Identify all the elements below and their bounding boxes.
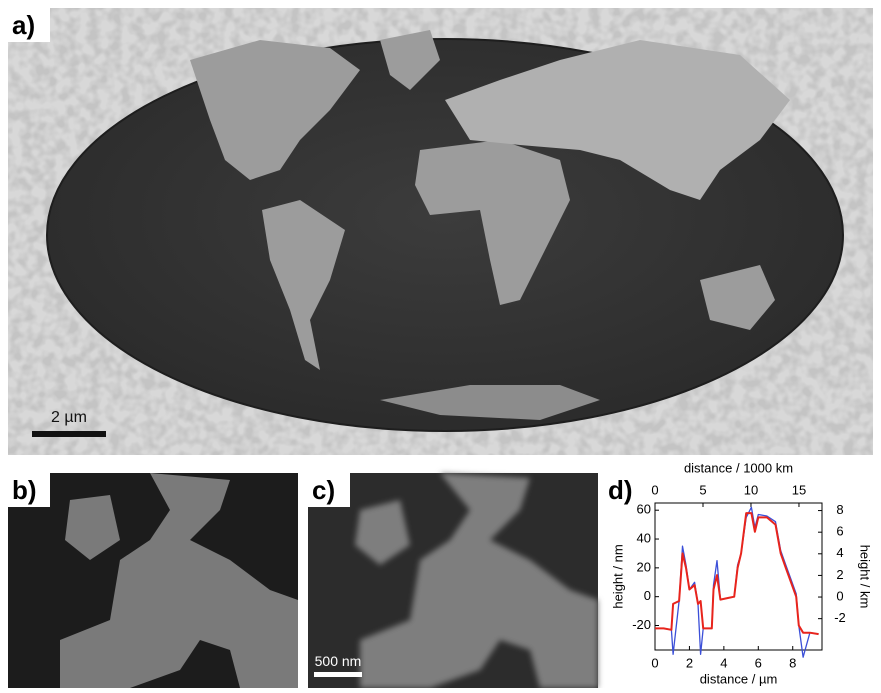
- label-box: [8, 8, 50, 42]
- continents: [190, 30, 790, 420]
- y2-tick-label: 2: [836, 567, 843, 582]
- scale-bar: [314, 672, 362, 677]
- greenland: [380, 30, 440, 90]
- x-tick-label: 6: [755, 655, 762, 670]
- y2-tick-label: 6: [836, 524, 843, 539]
- panel-label: b): [12, 475, 37, 505]
- series-line: [655, 512, 819, 636]
- panel-b: b): [8, 473, 298, 688]
- y-tick-label: 0: [644, 588, 651, 603]
- x-tick-label: 8: [789, 655, 796, 670]
- antarctica: [380, 385, 600, 420]
- panel-c: c) 500 nm: [308, 473, 598, 688]
- panel-a: a) 2 µm: [8, 8, 873, 455]
- x2-tick-label: 10: [744, 482, 758, 497]
- y2-tick-label: 8: [836, 502, 843, 517]
- south-america: [262, 200, 345, 370]
- panel-label: c): [312, 475, 335, 505]
- y-tick-label: 40: [637, 530, 651, 545]
- y-tick-label: 20: [637, 559, 651, 574]
- x2-tick-label: 5: [699, 482, 706, 497]
- x2-tick-label: 0: [651, 482, 658, 497]
- scale-bar-label: 2 µm: [51, 409, 87, 426]
- x-tick-label: 0: [651, 655, 658, 670]
- africa: [415, 140, 570, 305]
- north-america: [190, 40, 360, 180]
- y-tick-label: -20: [632, 617, 651, 632]
- label-box: [8, 473, 50, 507]
- land: [60, 473, 298, 688]
- x-tick-label: 2: [686, 655, 693, 670]
- land: [355, 473, 598, 688]
- x-tick-label: 4: [720, 655, 727, 670]
- y-axis-title: height / nm: [610, 544, 625, 608]
- y-tick-label: 60: [637, 502, 651, 517]
- x-axis-title: distance / µm: [700, 671, 778, 686]
- y2-tick-label: -2: [834, 610, 846, 625]
- eurasia: [445, 40, 790, 200]
- panel-label: d): [608, 475, 633, 505]
- panel-label: a): [12, 10, 35, 40]
- scale-bar-label: 500 nm: [315, 653, 362, 669]
- scale-bar: [32, 431, 106, 437]
- label-box: [308, 473, 350, 507]
- x2-axis-title: distance / 1000 km: [684, 460, 793, 475]
- panel-d: d) 0 2 4 6 80 5 10 15-200204060-202468distance …: [608, 460, 873, 686]
- y2-tick-label: 0: [836, 588, 843, 603]
- plot-frame: [654, 502, 823, 651]
- australia: [700, 265, 775, 330]
- y2-axis-title: height / km: [858, 545, 873, 609]
- x2-tick-label: 15: [792, 482, 806, 497]
- y2-tick-label: 4: [836, 545, 843, 560]
